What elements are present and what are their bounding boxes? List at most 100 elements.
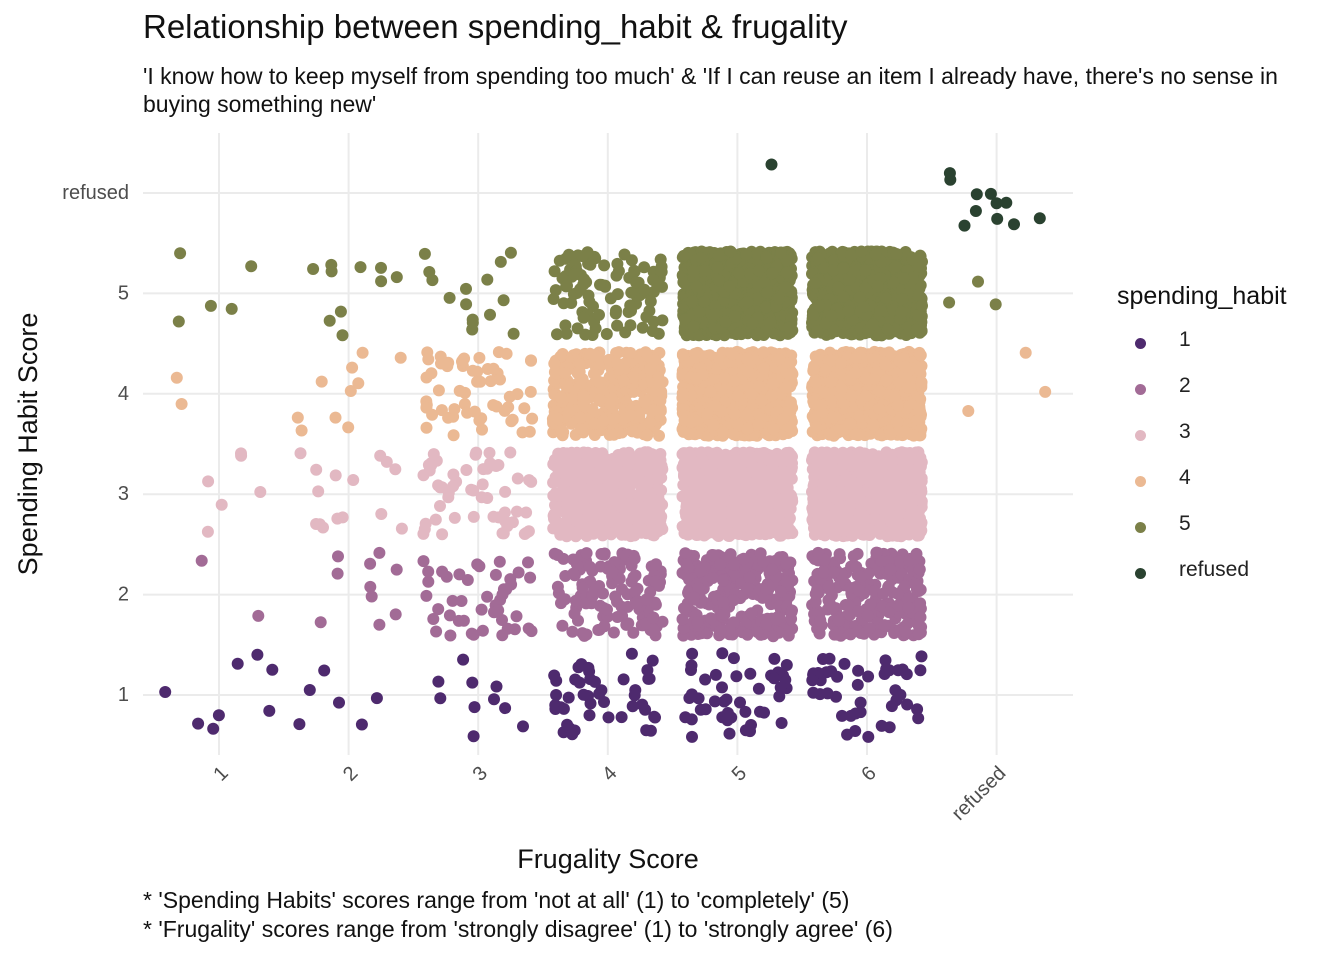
scatter-point xyxy=(836,488,849,501)
scatter-point xyxy=(432,603,445,616)
scatter-point xyxy=(608,472,621,485)
scatter-point xyxy=(548,357,561,370)
scatter-point xyxy=(170,371,183,384)
scatter-point xyxy=(550,689,563,701)
scatter-point xyxy=(420,421,433,434)
scatter-point xyxy=(882,606,895,619)
scatter-point xyxy=(332,550,344,563)
scatter-point xyxy=(551,412,564,425)
scatter-point xyxy=(854,570,867,583)
scatter-point xyxy=(607,626,620,639)
scatter-point xyxy=(598,620,611,633)
scatter-point xyxy=(432,675,445,688)
scatter-point xyxy=(559,593,571,606)
scatter-point xyxy=(782,629,795,642)
scatter-point xyxy=(567,553,580,566)
scatter-point xyxy=(641,664,654,677)
scatter-point xyxy=(780,575,793,588)
scatter-point xyxy=(494,373,506,386)
scatter-point xyxy=(318,664,331,677)
scatter-point xyxy=(595,524,608,537)
scatter-point xyxy=(698,457,711,470)
scatter-point xyxy=(691,616,704,629)
scatter-point xyxy=(703,526,716,539)
scatter-point xyxy=(748,521,761,533)
scatter-point xyxy=(693,473,706,486)
scatter-point xyxy=(212,709,225,722)
scatter-point xyxy=(201,525,214,538)
scatter-point xyxy=(822,580,835,593)
scatter-point xyxy=(678,527,691,540)
scatter-point xyxy=(599,495,611,508)
scatter-point xyxy=(562,691,575,704)
scatter-point xyxy=(727,428,740,441)
scatter-point xyxy=(849,707,862,720)
scatter-point xyxy=(734,696,746,709)
scatter-point xyxy=(679,711,692,724)
scatter-point xyxy=(551,580,564,593)
scatter-point xyxy=(569,673,582,686)
scatter-point xyxy=(830,628,843,641)
scatter-point xyxy=(487,362,500,375)
scatter-point xyxy=(880,446,893,459)
scatter-point xyxy=(891,587,904,600)
scatter-point xyxy=(447,429,460,442)
scatter-point xyxy=(356,346,369,359)
scatter-point xyxy=(389,463,402,476)
scatter-point xyxy=(656,615,669,628)
scatter-point xyxy=(331,567,344,580)
scatter-point xyxy=(556,489,569,502)
scatter-point xyxy=(709,668,722,681)
scatter-point xyxy=(548,508,561,521)
scatter-point xyxy=(602,711,615,724)
scatter-point xyxy=(684,416,697,429)
scatter-point xyxy=(641,486,654,499)
scatter-point xyxy=(754,498,767,511)
scatter-point xyxy=(727,568,740,581)
scatter-point xyxy=(727,594,740,607)
scatter-point xyxy=(729,492,742,505)
scatter-point xyxy=(571,456,584,469)
scatter-point xyxy=(777,412,790,425)
scatter-point xyxy=(718,608,731,621)
scatter-point xyxy=(430,625,443,638)
scatter-point xyxy=(890,479,903,492)
scatter-point xyxy=(775,717,788,729)
scatter-point xyxy=(902,462,915,475)
scatter-point xyxy=(390,563,403,576)
scatter-point xyxy=(525,354,537,367)
scatter-point xyxy=(572,661,585,674)
scatter-point xyxy=(475,603,488,616)
scatter-point xyxy=(487,510,500,523)
scatter-point xyxy=(754,462,766,475)
scatter-point xyxy=(611,611,624,623)
scatter-point xyxy=(522,556,534,569)
scatter-point xyxy=(832,614,845,627)
scatter-point xyxy=(719,506,732,519)
scatter-point xyxy=(760,618,772,631)
scatter-point xyxy=(512,566,525,579)
scatter-point xyxy=(852,584,865,597)
scatter-point xyxy=(547,476,560,489)
scatter-point xyxy=(520,526,533,539)
scatter-point xyxy=(496,527,509,540)
scatter-point xyxy=(864,598,877,611)
scatter-point xyxy=(263,704,276,717)
scatter-point xyxy=(574,466,587,479)
scatter-point xyxy=(611,457,624,470)
scatter-point xyxy=(526,412,539,425)
scatter-point xyxy=(251,648,264,661)
scatter-point xyxy=(312,485,325,498)
scatter-point xyxy=(717,574,729,587)
scatter-point xyxy=(616,583,628,596)
scatter-point xyxy=(862,730,875,743)
scatter-point xyxy=(744,725,756,738)
scatter-point xyxy=(583,709,596,722)
scatter-point xyxy=(314,616,327,629)
scatter-point xyxy=(580,453,593,466)
scatter-point xyxy=(699,673,712,686)
scatter-point xyxy=(731,390,744,402)
scatter-point xyxy=(365,590,378,603)
scatter-point xyxy=(584,697,597,710)
scatter-point xyxy=(355,718,368,731)
